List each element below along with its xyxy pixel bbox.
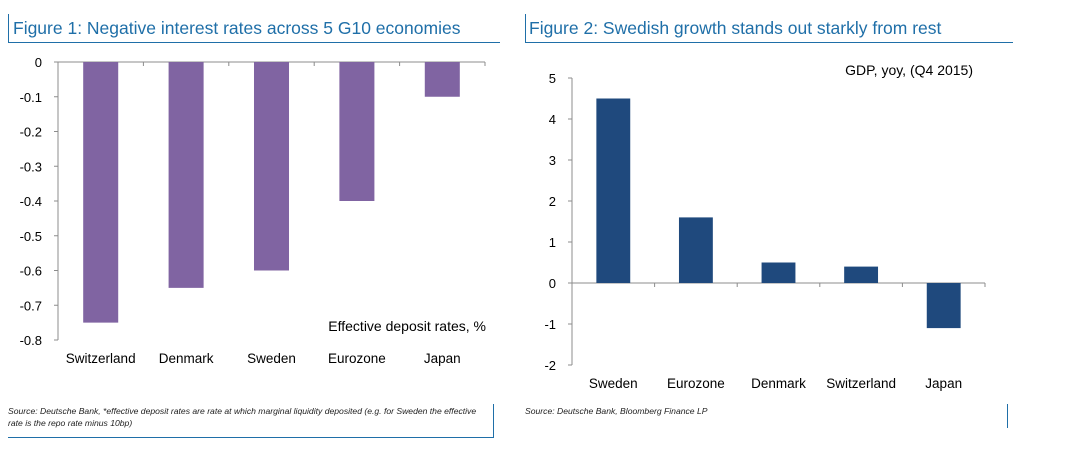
y-tick-label: -0.2 bbox=[20, 125, 42, 140]
bar-eurozone bbox=[678, 217, 713, 283]
bar-switzerland bbox=[844, 266, 879, 283]
figure-1-title-rule bbox=[8, 42, 500, 43]
category-label: Switzerland bbox=[826, 376, 896, 391]
y-tick-label: 2 bbox=[549, 194, 556, 209]
figure-1-title-tick bbox=[8, 14, 9, 42]
bar-japan bbox=[424, 62, 460, 97]
y-tick-label: -0.3 bbox=[20, 159, 42, 174]
category-label: Switzerland bbox=[66, 351, 136, 366]
category-label: Denmark bbox=[751, 376, 806, 391]
figure-2-panel: Figure 2: Swedish growth stands out star… bbox=[520, 0, 1020, 451]
figure-2-title-tick bbox=[525, 14, 526, 42]
bar-sweden bbox=[253, 62, 290, 271]
category-label: Sweden bbox=[589, 376, 638, 391]
bar-eurozone bbox=[339, 62, 375, 201]
figure-1-title: Figure 1: Negative interest rates across… bbox=[13, 18, 461, 38]
figure-1-source: Source: Deutsche Bank, *effective deposi… bbox=[8, 406, 477, 428]
figure-1-frame-bottom bbox=[8, 437, 494, 438]
figure-2-source: Source: Deutsche Bank, Bloomberg Finance… bbox=[525, 406, 708, 416]
bar-sweden bbox=[596, 98, 631, 283]
category-label: Japan bbox=[925, 376, 962, 391]
category-label: Japan bbox=[424, 351, 461, 366]
y-tick-label: 4 bbox=[549, 112, 556, 127]
category-label: Eurozone bbox=[328, 351, 386, 366]
figure-2-title-rule bbox=[525, 42, 1013, 43]
y-tick-label: 5 bbox=[549, 71, 556, 86]
y-tick-label: 3 bbox=[549, 153, 556, 168]
chart-annotation: Effective deposit rates, % bbox=[328, 318, 486, 334]
y-tick-label: -0.4 bbox=[20, 194, 42, 209]
bar-switzerland bbox=[83, 62, 119, 323]
y-tick-label: -0.5 bbox=[20, 229, 42, 244]
y-tick-label: -0.7 bbox=[20, 298, 42, 313]
y-tick-label: 0 bbox=[35, 55, 42, 70]
figure-2-chart: 5 4 3 2 1 0 -1 -2 Sweden Eurozone Denmark Switzerla… bbox=[544, 62, 986, 391]
figure-1-panel: Figure 1: Negative interest rates across… bbox=[0, 0, 500, 451]
chart-annotation: GDP, yoy, (Q4 2015) bbox=[845, 62, 973, 78]
y-tick-label: -0.6 bbox=[20, 264, 42, 279]
figure-1-frame-right bbox=[493, 404, 494, 438]
figure-2-title: Figure 2: Swedish growth stands out star… bbox=[529, 18, 942, 38]
y-tick-label: -2 bbox=[544, 358, 556, 373]
bar-denmark bbox=[168, 62, 204, 288]
y-tick-label: -0.1 bbox=[20, 90, 42, 105]
category-label: Sweden bbox=[247, 351, 296, 366]
y-tick-label: -0.8 bbox=[20, 333, 42, 348]
y-tick-label: 0 bbox=[549, 276, 556, 291]
bar-japan bbox=[926, 283, 961, 329]
category-label: Eurozone bbox=[667, 376, 725, 391]
figure-1-chart: 0 -0.1 -0.2 -0.3 -0.4 -0.5 -0.6 -0.7 -0.8 Switzer… bbox=[20, 55, 486, 366]
bar-denmark bbox=[761, 262, 796, 283]
category-label: Denmark bbox=[159, 351, 214, 366]
figure-2-frame-right bbox=[1007, 404, 1008, 428]
y-tick-label: -1 bbox=[544, 317, 556, 332]
y-tick-label: 1 bbox=[549, 235, 556, 250]
